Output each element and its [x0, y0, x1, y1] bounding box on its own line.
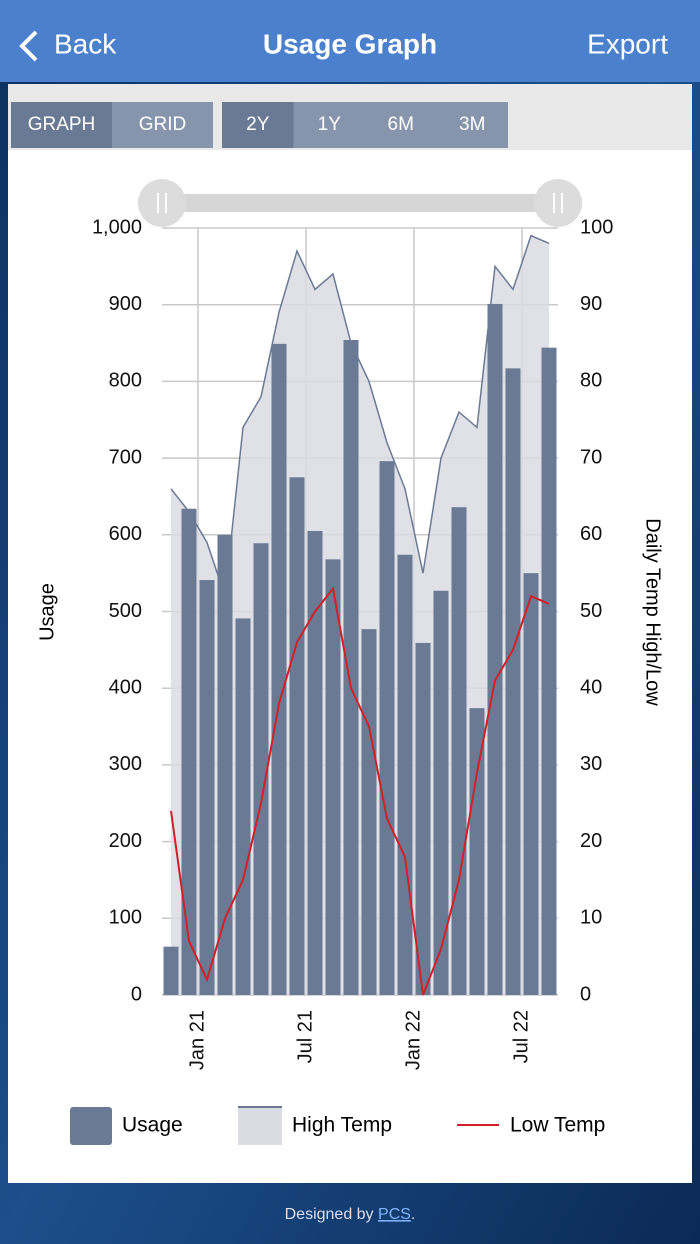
y2-tick-label: 30: [580, 753, 602, 775]
bar: [181, 508, 197, 995]
bar: [199, 580, 215, 995]
tab[interactable]: [436, 102, 509, 148]
range-track: [160, 194, 558, 212]
tab-label: GRAPH: [28, 114, 96, 135]
line: [170, 586, 550, 996]
y2-tick-label: 60: [580, 523, 602, 545]
bar: [415, 642, 431, 995]
bar: [271, 343, 287, 995]
bar: [361, 629, 377, 995]
footer: Designed by PCS.: [285, 1206, 416, 1223]
footer-link[interactable]: PCS: [378, 1206, 411, 1223]
handle-grip: [157, 193, 167, 213]
bar: [541, 347, 557, 996]
bar: [253, 543, 269, 995]
bar: [163, 946, 179, 995]
tabs: GRAPH GRID 2Y 1Y 6M 3M: [11, 102, 508, 148]
header-title: Usage Graph: [263, 28, 437, 59]
x-tick-label: Jul 22: [510, 1010, 532, 1063]
handle-grip: [553, 193, 563, 213]
bar: [235, 618, 251, 995]
y2-tick-label: 90: [580, 293, 602, 315]
legend-label: High Temp: [292, 1114, 392, 1137]
bar: [379, 461, 395, 996]
export-button[interactable]: Export: [587, 28, 668, 59]
y2-tick-label: 80: [580, 370, 602, 392]
bar: [289, 477, 305, 995]
back-icon[interactable]: [19, 30, 38, 62]
tab-label: 1Y: [318, 114, 342, 135]
bar: [451, 507, 467, 995]
y2-tick-label: 70: [580, 446, 602, 468]
x-tick-label: Jul 21: [294, 1010, 316, 1063]
tab-label: GRID: [139, 114, 187, 135]
tab-label: 6M: [388, 114, 414, 135]
bar: [487, 303, 503, 996]
y-tick-label: 1,000: [92, 216, 142, 238]
y2-tick-label: 0: [580, 983, 591, 1005]
bar: [325, 559, 341, 995]
tab-label: 3M: [459, 114, 485, 135]
footer-text: Designed by: [285, 1206, 374, 1223]
y-tick-label: 700: [109, 446, 142, 468]
bar: [343, 339, 359, 995]
header-bar: [0, 0, 700, 82]
bar: [469, 708, 485, 995]
tab[interactable]: [365, 102, 437, 148]
legend-swatch: [238, 1107, 282, 1145]
y-tick-label: 300: [109, 753, 142, 775]
bar: [523, 573, 539, 995]
y-tick-label: 600: [109, 523, 142, 545]
bar: [307, 530, 323, 995]
legend-swatch: [70, 1107, 112, 1145]
legend-label: Usage: [122, 1114, 183, 1137]
x-tick-label: Jan 22: [402, 1010, 424, 1070]
y2-tick-label: 20: [580, 830, 602, 852]
y-tick-label: 200: [109, 830, 142, 852]
y2-tick-label: 10: [580, 907, 602, 929]
tab-label: 2Y: [246, 114, 270, 135]
tab[interactable]: [112, 102, 213, 148]
y-axis-title: Usage: [36, 583, 58, 641]
range-handle-left[interactable]: [138, 179, 186, 227]
y2-tick-label: 50: [580, 600, 602, 622]
y2-tick-label: 40: [580, 676, 602, 698]
chart: 0 100 200 300 400 500 600 700 800 900 1,000 0 10 20 30…: [36, 216, 664, 1145]
y-tick-label: 800: [109, 370, 142, 392]
y2-axis-title: Daily Temp High/Low: [642, 518, 664, 706]
bar: [433, 590, 449, 995]
y2-tick-label: 100: [580, 216, 613, 238]
bar: [397, 554, 413, 995]
bar: [217, 534, 233, 995]
x-tick-label: Jan 21: [186, 1010, 208, 1070]
footer-end: .: [411, 1206, 415, 1223]
y-tick-label: 900: [109, 293, 142, 315]
legend-label: Low Temp: [510, 1114, 605, 1137]
range-handle-right[interactable]: [534, 179, 582, 227]
tab[interactable]: [293, 102, 366, 148]
bar: [505, 368, 521, 996]
y-tick-label: 500: [109, 600, 142, 622]
back-button[interactable]: Back: [54, 28, 117, 59]
tab[interactable]: [222, 102, 294, 148]
y-tick-label: 0: [131, 983, 142, 1005]
tab[interactable]: [11, 102, 112, 148]
y-tick-label: 100: [109, 907, 142, 929]
area-line: [170, 234, 550, 597]
y-tick-label: 400: [109, 676, 142, 698]
